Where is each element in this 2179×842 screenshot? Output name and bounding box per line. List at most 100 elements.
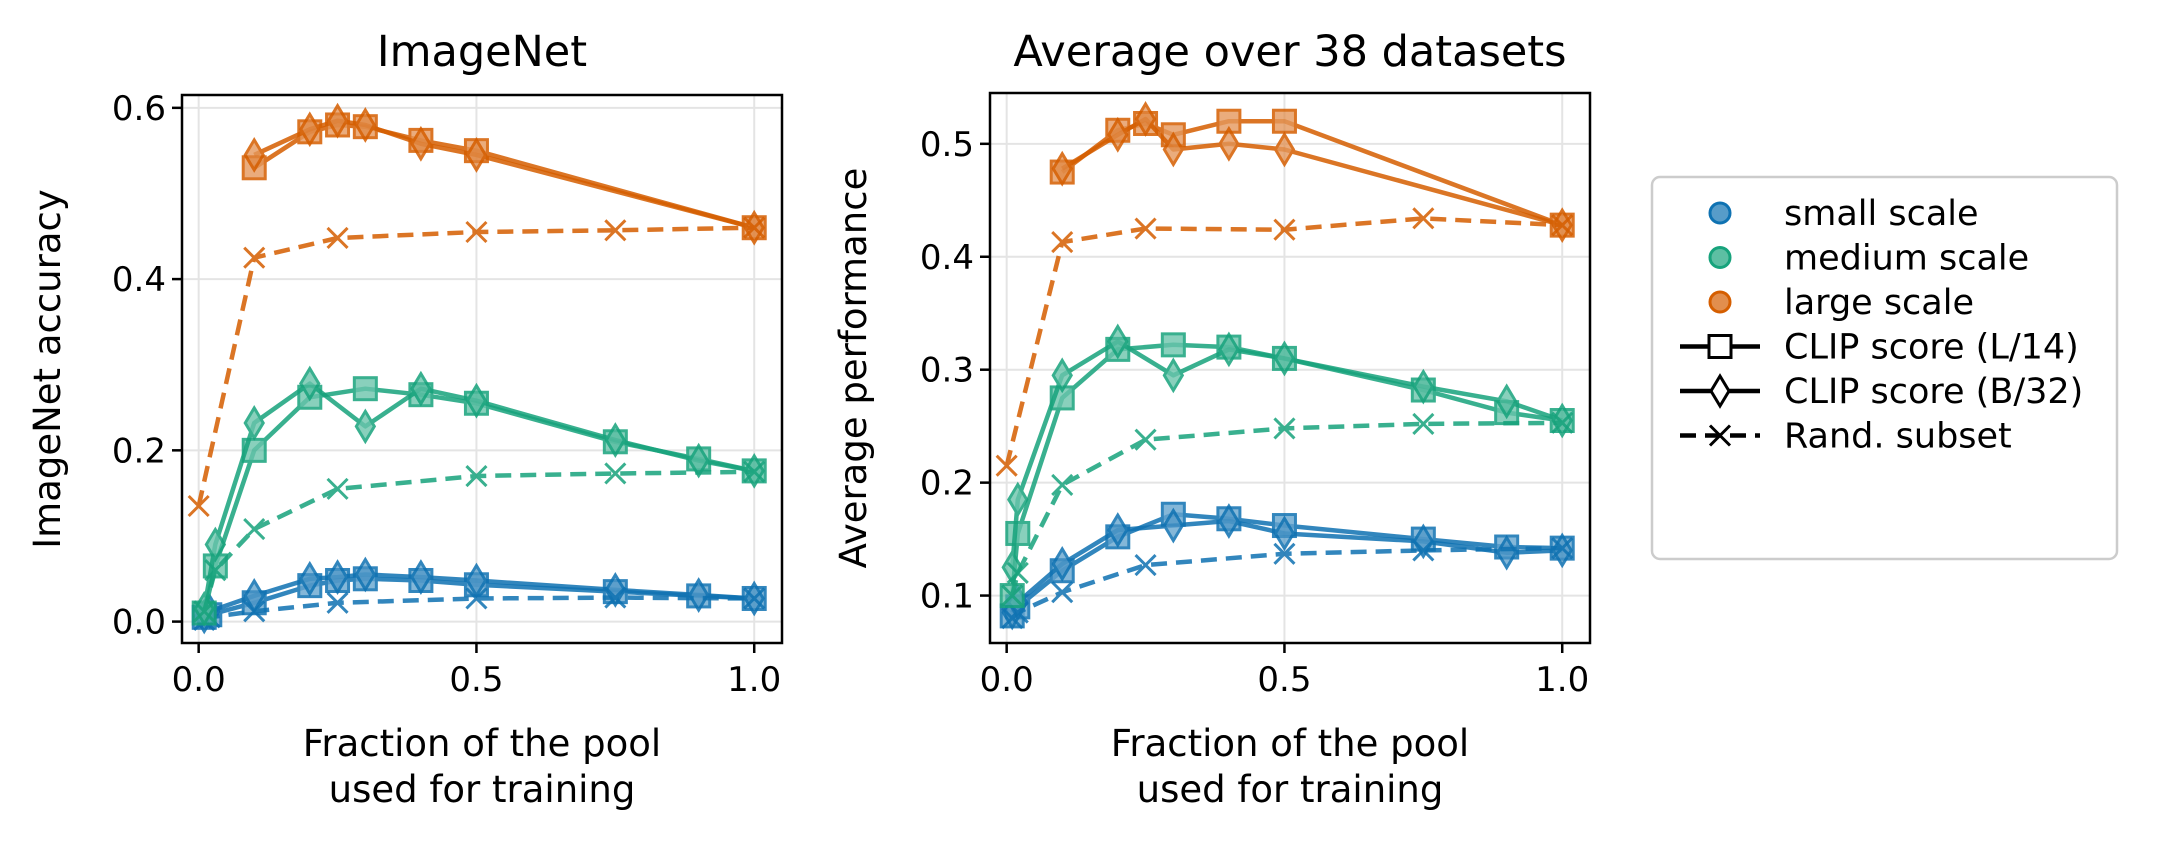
data-point-small-rand [326, 591, 349, 614]
y-tick-label: 0.1 [920, 577, 974, 617]
data-point-large-b32 [410, 125, 432, 162]
series-medium-rand [1001, 411, 1574, 607]
ticks: 0.0 0.5 1.0 0.0 0.2 0.4 0.6 [112, 89, 781, 700]
series-small-b32 [1001, 503, 1573, 631]
data-point-medium-b32 [687, 442, 710, 479]
data-point-large-rand [743, 216, 766, 239]
legend-marker-l14 [1707, 334, 1733, 359]
legend-entry: large scale [1708, 283, 1974, 323]
data-point-large-b32 [1134, 101, 1157, 137]
series-line-large-l14 [252, 122, 755, 230]
series-layer [995, 101, 1575, 631]
series-line-small-b32 [1010, 518, 1563, 614]
legend-entry: CLIP score (B/32) [1680, 372, 2083, 412]
plot-frame [180, 93, 784, 645]
legend-marker-rand [1708, 424, 1732, 447]
series-line-large-rand [196, 225, 755, 507]
series-line-large-l14 [1060, 118, 1563, 228]
data-point-medium-rand [1051, 473, 1074, 496]
series-large-rand [187, 216, 766, 518]
series-line-medium-rand [1010, 420, 1563, 597]
chart-title: Average over 38 datasets [1013, 27, 1566, 77]
data-point-medium-rand [193, 600, 216, 623]
x-axis-label-line-2: used for training [329, 768, 636, 811]
data-point-medium-b32 [410, 370, 432, 407]
data-point-large-rand [1051, 231, 1074, 254]
data-point-small-b32 [410, 559, 432, 595]
data-point-small-b32 [354, 556, 377, 593]
x-axis-label-line-2: used for training [1137, 768, 1444, 811]
legend-marker-l14 [1707, 334, 1733, 359]
data-point-medium-rand [465, 464, 488, 488]
data-point-large-rand [1134, 217, 1157, 240]
data-point-medium-b32 [243, 405, 265, 441]
x-tick-label: 1.0 [1535, 660, 1589, 700]
data-point-large-rand [465, 220, 488, 244]
legend-swatch-medium [1708, 246, 1732, 269]
legend-entry: Rand. subset [1680, 417, 2012, 457]
y-tick-label: 0.5 [920, 125, 974, 165]
ticks: 0.0 0.5 1.0 0.1 0.2 0.3 0.4 0.5 [920, 125, 1589, 700]
data-point-large-b32 [1218, 125, 1240, 162]
data-point-medium-b32 [1218, 331, 1240, 368]
plot-frame [988, 91, 1592, 645]
data-point-small-rand [1051, 581, 1074, 604]
legend-label: medium scale [1784, 239, 2029, 279]
y-tick-label: 0.2 [112, 431, 166, 471]
y-axis-label: Average performance [832, 168, 875, 569]
data-point-small-b32 [1162, 507, 1185, 544]
data-point-medium-rand [326, 477, 349, 500]
data-point-medium-rand [204, 559, 227, 582]
series-line-medium-b32 [1009, 339, 1563, 568]
data-point-small-b32 [326, 559, 349, 595]
data-point-medium-b32 [1107, 323, 1129, 360]
series-line-medium-l14 [1009, 342, 1563, 596]
data-point-medium-b32 [1273, 340, 1296, 377]
data-point-large-b32 [465, 137, 488, 173]
data-point-medium-rand [1134, 428, 1157, 451]
series-large-b32 [1051, 101, 1573, 244]
data-point-medium-b32 [1007, 481, 1029, 518]
grid [182, 95, 782, 643]
x-tick-label: 0.5 [449, 660, 503, 700]
data-point-small-rand [743, 587, 766, 610]
data-point-medium-rand [604, 462, 627, 485]
y-tick-label: 0.4 [920, 238, 974, 278]
y-tick-label: 0.4 [112, 260, 166, 300]
data-point-large-b32 [354, 107, 377, 143]
legend-entry: small scale [1708, 194, 1979, 234]
data-point-large-rand [187, 494, 210, 518]
data-point-large-rand [604, 219, 627, 242]
data-point-medium-b32 [604, 422, 627, 458]
data-point-large-rand [1273, 218, 1296, 241]
data-point-medium-rand [1006, 561, 1029, 585]
data-point-small-b32 [465, 562, 488, 599]
data-point-medium-rand [243, 518, 266, 541]
data-point-large-rand [995, 454, 1018, 477]
data-point-small-rand [604, 586, 627, 609]
data-point-medium-rand [1001, 584, 1024, 607]
data-point-small-rand [1273, 542, 1296, 565]
data-point-medium-b32 [1051, 357, 1073, 394]
data-point-medium-b32 [1162, 357, 1185, 394]
data-point-small-b32 [1273, 515, 1296, 552]
legend-label: CLIP score (B/32) [1784, 372, 2083, 412]
data-point-medium-l14 [352, 376, 378, 402]
y-tick-label: 0.0 [112, 603, 166, 643]
data-point-small-rand [465, 587, 488, 610]
legend-entry: CLIP score (L/14) [1680, 328, 2079, 368]
data-point-medium-rand [1412, 412, 1435, 435]
series-line-large-rand [1004, 216, 1563, 467]
data-point-large-rand [1412, 207, 1435, 230]
legend-label: small scale [1784, 194, 1979, 234]
data-point-large-b32 [1107, 116, 1129, 153]
data-point-medium-rand [1273, 417, 1296, 440]
data-point-small-b32 [687, 577, 710, 613]
data-point-medium-b32 [1412, 368, 1435, 405]
data-point-medium-rand [743, 460, 766, 483]
y-tick-label: 0.3 [920, 351, 974, 391]
data-point-medium-l14 [1160, 332, 1186, 358]
series-medium-b32 [1001, 323, 1573, 586]
series-line-medium-b32 [201, 381, 755, 610]
